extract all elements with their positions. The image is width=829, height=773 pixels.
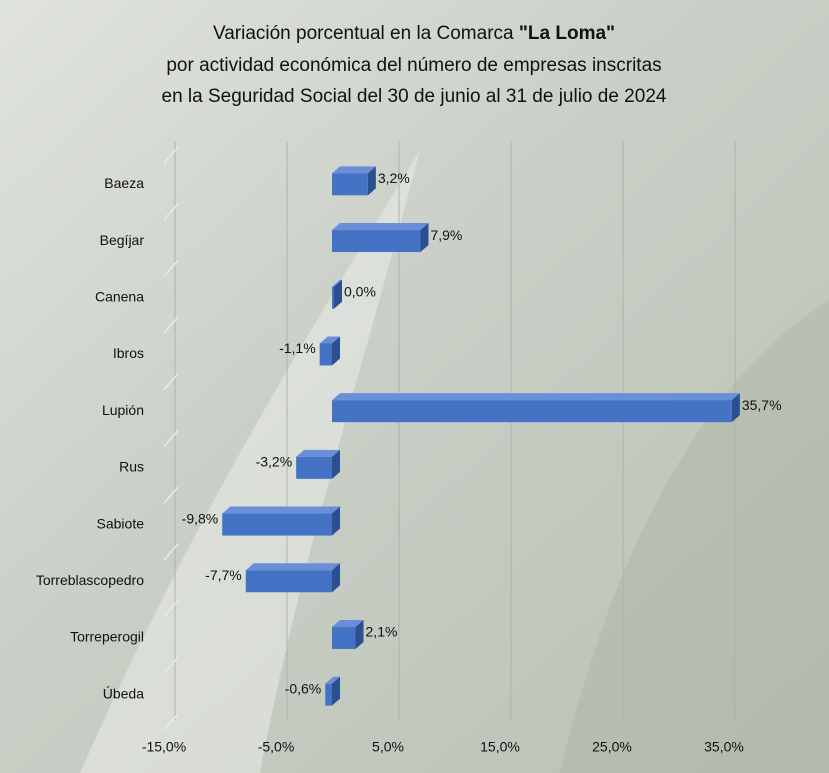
bar-side [420,223,429,253]
title-text: Variación porcentual en la Comarca [213,23,514,44]
bar [332,626,356,649]
bar-side [332,506,340,536]
data-label: -1,1% [279,340,316,356]
wall-line [163,430,179,447]
bar-top [325,676,340,684]
y-tick-label: Torreperogil [70,629,144,645]
bar-top [222,506,340,514]
data-label: -7,7% [205,567,242,583]
chart-subtitle: por actividad económica del número de em… [166,55,661,76]
bar [319,343,332,366]
data-label: 2,1% [366,624,398,640]
bar-side [332,676,340,706]
bar [332,286,334,309]
bar [325,683,332,706]
wall-line [163,600,179,618]
x-tick-label: -5,0% [258,739,295,755]
y-tick-label: Baeza [104,175,144,191]
data-label: 35,7% [742,397,782,413]
bar [296,456,332,479]
x-tick-label: 15,0% [480,739,520,755]
bar-side [332,336,340,366]
chart-title: Variación porcentual en la Comarca "La L… [213,23,615,44]
bar-top [332,166,376,174]
bar [245,570,332,593]
y-tick-label: Rus [119,459,144,475]
data-label: -0,6% [285,680,322,696]
y-tick-label: Lupión [102,402,144,418]
data-label: 0,0% [344,283,376,299]
wall-line [163,373,179,391]
wall-line [163,713,179,731]
bar-side [367,166,376,196]
wall-line [163,259,179,277]
wall-line [163,316,179,334]
bar-top [296,449,340,457]
bar [332,230,421,253]
wall-line [163,656,179,674]
bar-side [332,449,340,479]
x-tick-label: 35,0% [704,739,744,755]
data-label: 3,2% [378,170,410,186]
bar-side [355,619,364,649]
y-tick-label: Torreblascopedro [36,572,144,588]
wall-line [163,486,179,504]
bar-side [731,393,740,423]
bar-top [245,563,340,571]
bar-top [319,336,340,344]
x-tick-label: -15,0% [142,739,186,755]
bar-side [332,563,340,593]
data-label: -3,2% [256,454,293,470]
bar [332,400,732,423]
bar-top [332,619,364,627]
x-tick-label: 5,0% [372,739,404,755]
wall-line [163,543,179,561]
bar-top [332,223,429,231]
y-tick-label: Ibros [113,345,144,361]
bar [222,513,332,536]
background-shape [560,300,829,773]
bar [332,173,368,196]
y-tick-label: Sabiote [97,515,145,531]
wall-line [163,203,179,221]
x-tick-label: 25,0% [592,739,632,755]
y-tick-label: Canena [95,288,144,304]
title-emphasis: "La Loma" [519,23,615,44]
data-label: 7,9% [430,227,462,243]
y-tick-label: Úbeda [103,685,144,701]
y-tick-label: Begíjar [100,232,145,248]
data-label: -9,8% [182,510,219,526]
bar-top [332,279,342,287]
bar-top [332,393,740,401]
bar-side [334,279,342,309]
wall-line [163,146,179,164]
chart-subtitle: en la Seguridad Social del 30 de junio a… [162,86,667,107]
